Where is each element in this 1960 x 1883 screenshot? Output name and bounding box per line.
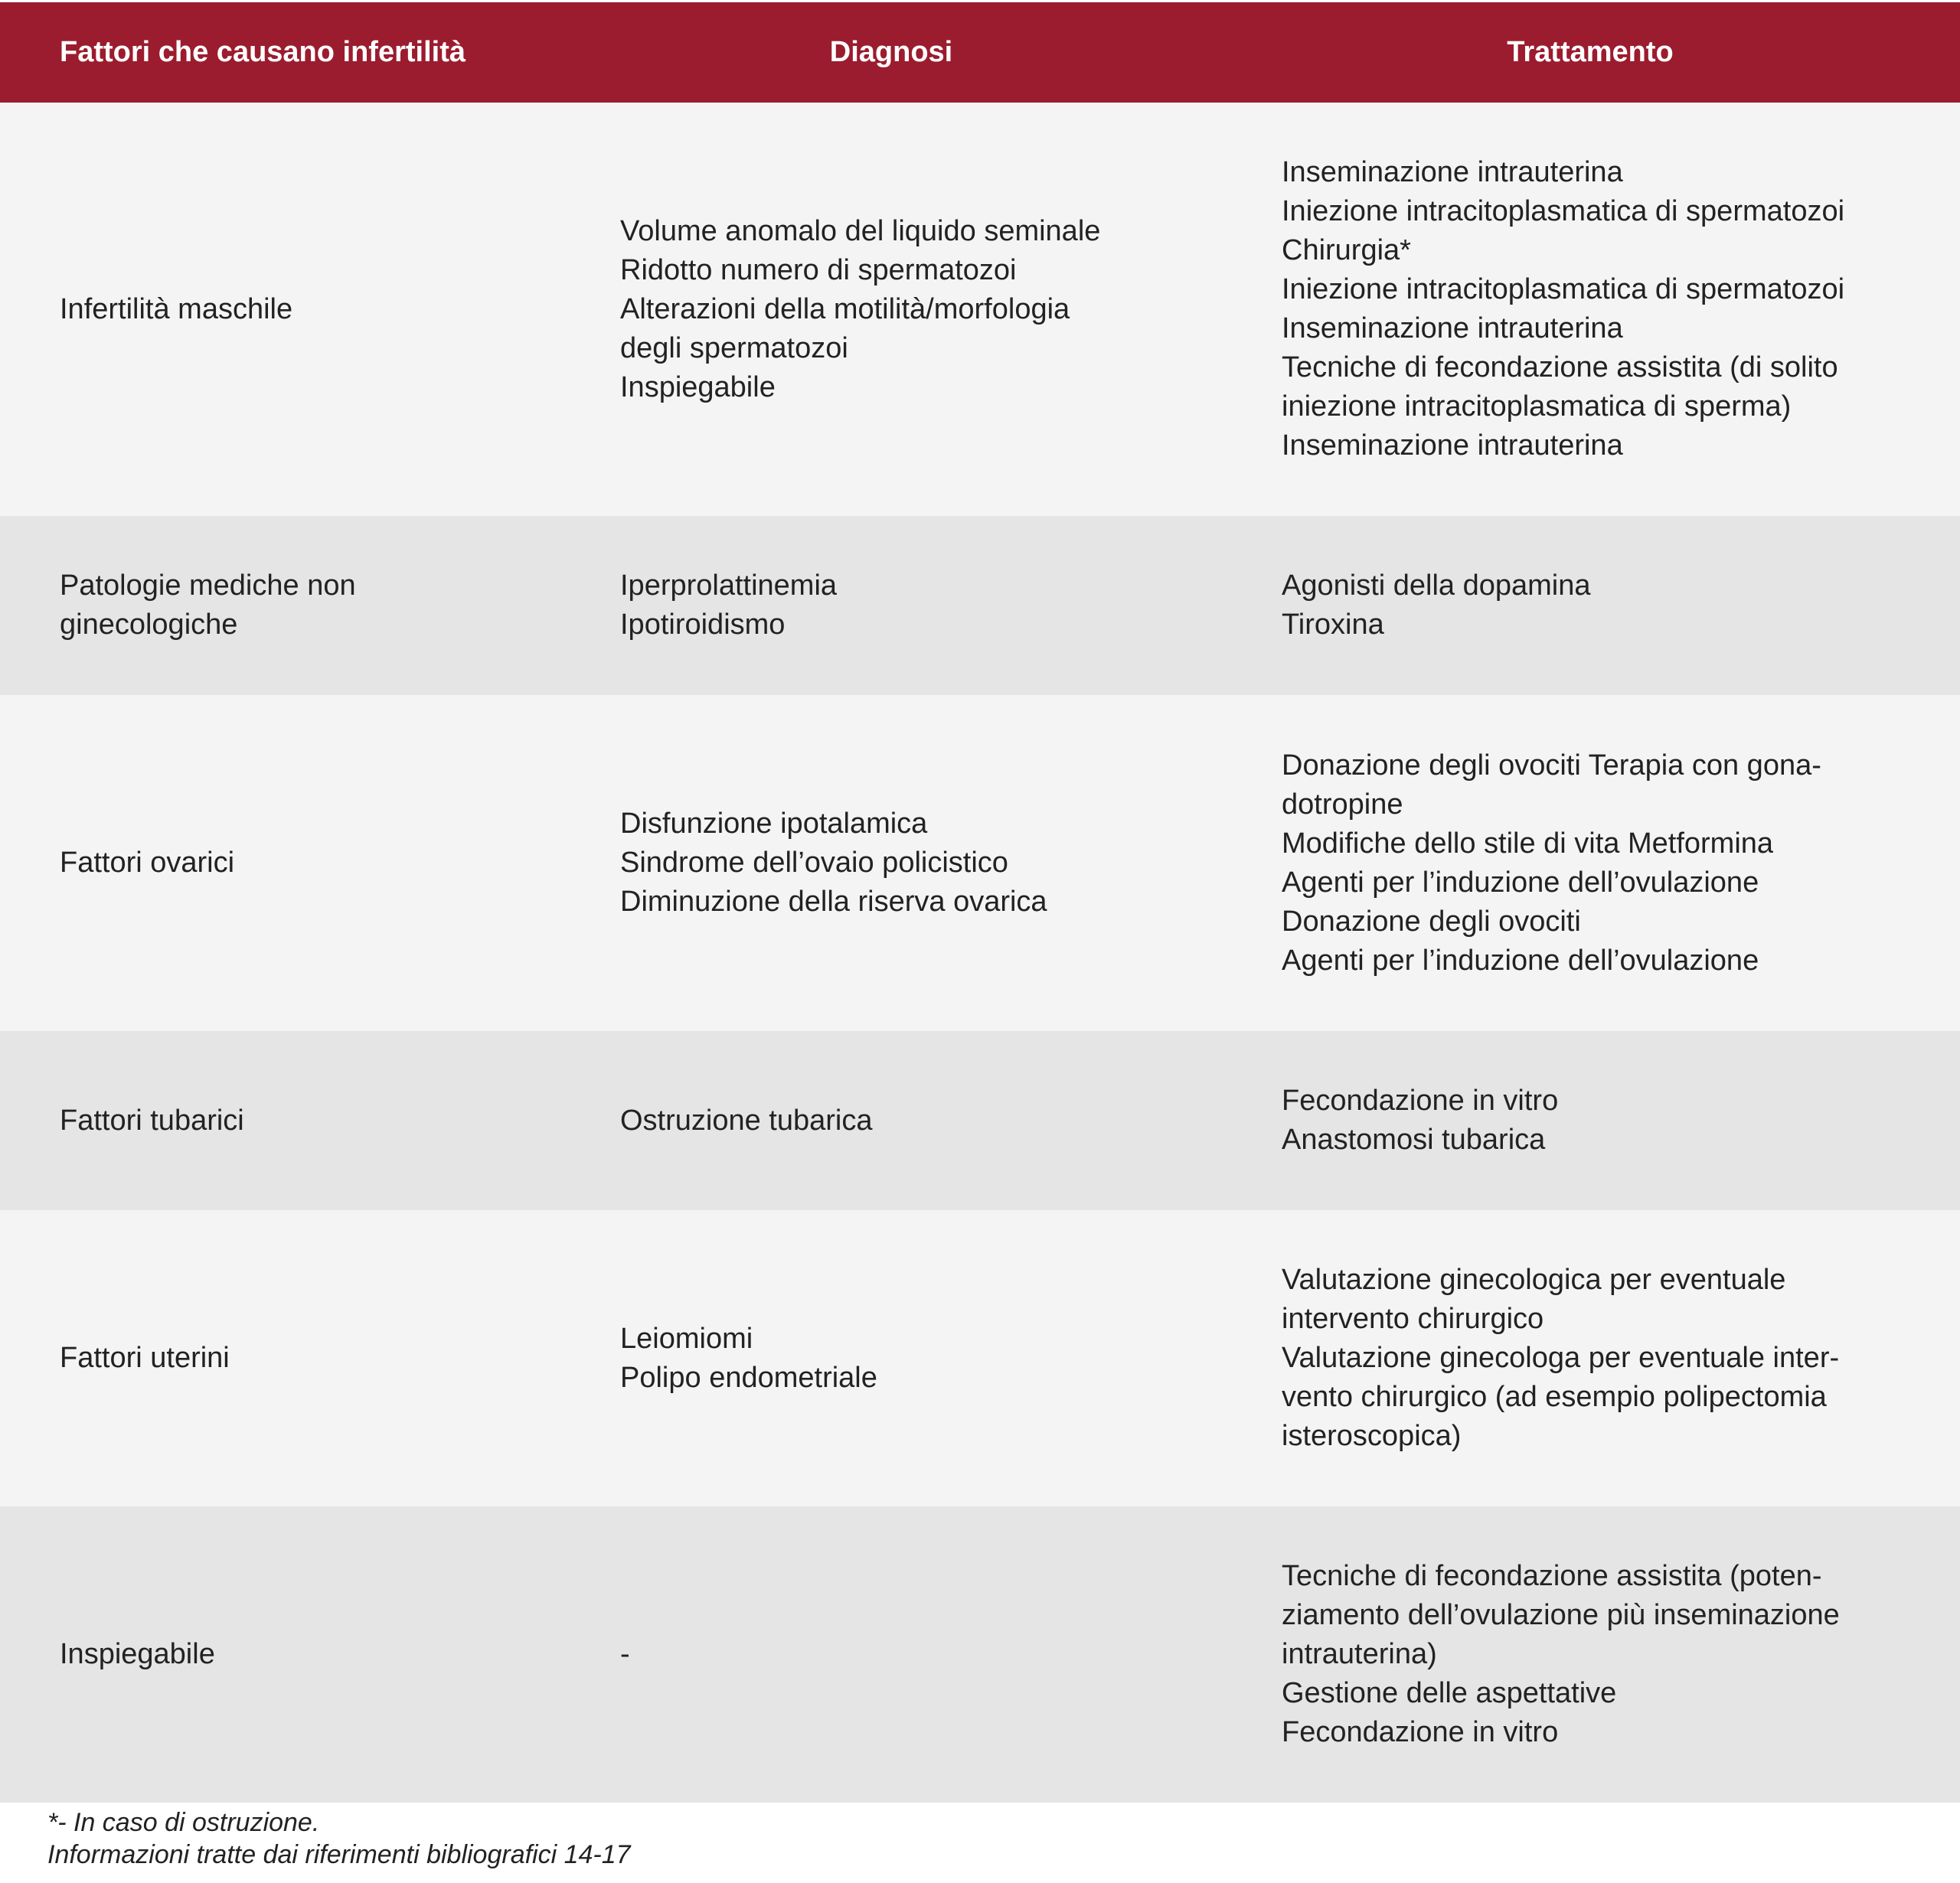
cell-line: Iniezione intracitoplasmatica di spermat…: [1282, 195, 1845, 227]
cell-line: Chirurgia*: [1282, 234, 1411, 266]
cell-line: Tecniche di fecondazione assistita (pote…: [1282, 1560, 1822, 1592]
cell-line: Volume anomalo del liquido seminale: [620, 214, 1101, 247]
treatment-cell: Donazione degli ovociti Terapia con gona…: [1282, 695, 1955, 1031]
cell-line: intrauterina): [1282, 1638, 1437, 1670]
diagnosis-cell: Iperprolattinemia Ipotiroidismo: [620, 516, 1263, 695]
cell-line: Inseminazione intrauterina: [1282, 429, 1623, 462]
cell-line: Valutazione ginecologica per eventuale: [1282, 1264, 1786, 1296]
factor-cell: Infertilità maschile: [60, 103, 596, 516]
footnote: *- In caso di ostruzione.: [47, 1808, 320, 1837]
diagnosis-cell: Ostruzione tubarica: [620, 1031, 1263, 1210]
cell-line: Iperprolattinemia: [620, 569, 838, 602]
table-row: Fattori ovarici Disfunzione ipotalamica Si…: [0, 695, 1960, 1031]
cell-line: Fattori uterini: [60, 1342, 230, 1374]
treatment-cell: Fecondazione in vitro Anastomosi tubarica: [1282, 1031, 1955, 1210]
cell-line: Patologie mediche non: [60, 569, 356, 602]
factor-cell: Fattori uterini: [60, 1210, 596, 1506]
cell-line: Fecondazione in vitro: [1282, 1085, 1559, 1117]
table-row: Inspiegabile - Tecniche di fecondazione as…: [0, 1506, 1960, 1803]
treatment-cell: Agonisti della dopamina Tiroxina: [1282, 516, 1955, 695]
factor-cell: Patologie mediche non ginecologiche: [60, 516, 596, 695]
cell-line: Diminuzione della riserva ovarica: [620, 886, 1047, 918]
cell-line: Donazione degli ovociti: [1282, 905, 1581, 938]
cell-line: dotropine: [1282, 788, 1403, 821]
cell-line: Inseminazione intrauterina: [1282, 312, 1623, 344]
cell-line: Tecniche di fecondazione assistita (di s…: [1282, 351, 1838, 383]
diagnosis-cell: -: [620, 1506, 1263, 1803]
cell-line: ziamento dell’ovulazione più inseminazio…: [1282, 1599, 1840, 1631]
cell-line: vento chirurgico (ad esempio polipectomi…: [1282, 1381, 1827, 1413]
cell-line: -: [620, 1638, 630, 1670]
cell-line: Polipo endometriale: [620, 1361, 877, 1394]
table-row: Fattori tubarici Ostruzione tubarica Fecon…: [0, 1031, 1960, 1210]
cell-line: Fattori ovarici: [60, 847, 235, 879]
cell-line: intervento chirurgico: [1282, 1303, 1544, 1335]
treatment-cell: Tecniche di fecondazione assistita (pote…: [1282, 1506, 1955, 1803]
cell-line: ginecologiche: [60, 609, 238, 641]
cell-line: Disfunzione ipotalamica: [620, 808, 928, 840]
cell-line: Inspiegabile: [60, 1638, 215, 1670]
cell-line: degli spermatozoi: [620, 331, 848, 364]
cell-line: Agenti per l’induzione dell’ovulazione: [1282, 944, 1759, 977]
table-row: Fattori uterini Leiomiomi Polipo endometri…: [0, 1210, 1960, 1506]
cell-line: Fecondazione in vitro: [1282, 1716, 1559, 1748]
cell-line: Valutazione ginecologa per eventuale int…: [1282, 1342, 1840, 1374]
cell-line: Donazione degli ovociti Terapia con gona…: [1282, 749, 1821, 782]
cell-line: isteroscopica): [1282, 1420, 1462, 1452]
cell-line: Iniezione intracitoplasmatica di spermat…: [1282, 273, 1845, 305]
cell-line: Leiomiomi: [620, 1322, 753, 1355]
cell-line: Gestione delle aspettative: [1282, 1677, 1617, 1709]
diagnosis-cell: Disfunzione ipotalamica Sindrome dell’ova…: [620, 695, 1263, 1031]
treatment-cell: Inseminazione intrauterina Iniezione intr…: [1282, 103, 1955, 516]
cell-line: Ostruzione tubarica: [620, 1104, 873, 1137]
cell-line: Alterazioni della motilità/morfologia: [620, 292, 1070, 325]
table-row: Patologie mediche non ginecologiche Iperpr…: [0, 516, 1960, 695]
table-header: Fattori che causano infertilità Diagnosi…: [0, 2, 1960, 103]
cell-line: Inspiegabile: [620, 370, 776, 403]
header-factors: Fattori che causano infertilità: [60, 36, 466, 68]
cell-line: Infertilità maschile: [60, 292, 293, 325]
cell-line: Ipotiroidismo: [620, 609, 786, 641]
cell-line: Tiroxina: [1282, 609, 1384, 641]
treatment-cell: Valutazione ginecologica per eventuale in…: [1282, 1210, 1955, 1506]
cell-line: Fattori tubarici: [60, 1104, 244, 1137]
diagnosis-cell: Volume anomalo del liquido seminale Ridot…: [620, 103, 1263, 516]
cell-line: Agenti per l’induzione dell’ovulazione: [1282, 866, 1759, 899]
cell-line: Agonisti della dopamina: [1282, 569, 1591, 602]
cell-line: iniezione intracitoplasmatica di sperma): [1282, 390, 1792, 423]
cell-line: Modifiche dello stile di vita Metformina: [1282, 827, 1774, 860]
factor-cell: Fattori ovarici: [60, 695, 596, 1031]
cell-line: Inseminazione intrauterina: [1282, 156, 1623, 188]
factor-cell: Fattori tubarici: [60, 1031, 596, 1210]
diagnosis-cell: Leiomiomi Polipo endometriale: [620, 1210, 1263, 1506]
table-footer: *- In caso di ostruzione. Informazioni t…: [47, 1806, 631, 1871]
source-note: Informazioni tratte dai riferimenti bibl…: [47, 1840, 631, 1869]
header-treatment: Trattamento: [1507, 36, 1674, 68]
header-diagnosis: Diagnosi: [829, 36, 953, 68]
cell-line: Ridotto numero di spermatozoi: [620, 253, 1017, 286]
cell-line: Anastomosi tubarica: [1282, 1124, 1546, 1156]
cell-line: Sindrome dell’ovaio policistico: [620, 847, 1008, 879]
table-row: Infertilità maschile Volume anomalo del l…: [0, 103, 1960, 516]
factor-cell: Inspiegabile: [60, 1506, 596, 1803]
